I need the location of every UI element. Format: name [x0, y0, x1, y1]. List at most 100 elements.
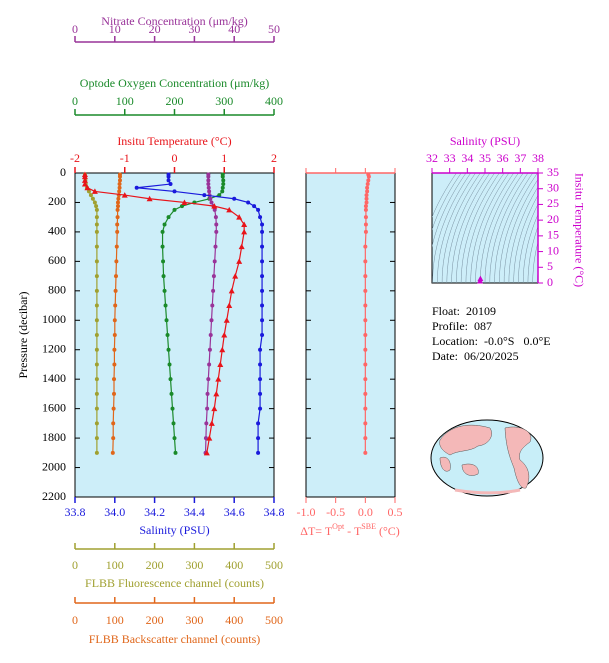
data-point [163, 303, 168, 308]
x-tick-label: 0 [72, 94, 78, 108]
data-point [363, 391, 368, 396]
data-point [114, 259, 119, 264]
y-tick-label: 200 [48, 194, 66, 208]
x-tick-label: 500 [265, 558, 283, 572]
x-axis-title: Insitu Temperature (°C) [117, 134, 231, 148]
x-tick-label: 10 [109, 22, 121, 36]
data-point [217, 193, 222, 198]
data-point [210, 303, 215, 308]
x-tick-label: 0 [172, 151, 178, 165]
density-contour [527, 225, 538, 283]
data-point [166, 178, 171, 183]
data-point [166, 347, 171, 352]
x-tick-label: 30 [188, 22, 200, 36]
data-point [94, 391, 99, 396]
data-point [211, 274, 216, 279]
x-axis-title-part: (°C) [376, 524, 400, 538]
y-tick-label: 35 [547, 165, 559, 179]
density-contour [522, 213, 538, 283]
y-axis-title: Pressure (decibar) [16, 292, 30, 379]
data-point [84, 184, 91, 191]
data-point [363, 259, 368, 264]
y-tick-label: 1800 [42, 430, 66, 444]
x-tick-label: 40 [228, 22, 240, 36]
data-point [170, 406, 175, 411]
x-tick-label: 35 [479, 151, 491, 165]
data-point [94, 333, 99, 337]
density-contour [432, 173, 462, 231]
data-point [208, 196, 213, 201]
data-point [363, 288, 368, 293]
data-point [94, 377, 99, 382]
x-tick-label: 100 [106, 558, 124, 572]
x-tick-label: 400 [265, 94, 283, 108]
x-tick-label: 34.2 [144, 505, 165, 519]
data-point [112, 362, 117, 367]
data-point [260, 222, 265, 227]
data-point [209, 200, 214, 205]
x-tick-label: 2 [271, 151, 277, 165]
data-point [214, 222, 219, 227]
data-point [256, 421, 261, 426]
data-point [115, 222, 120, 227]
data-point [205, 391, 210, 396]
x-axis-title-part: - T [344, 524, 362, 538]
density-contour [503, 178, 538, 283]
data-point [179, 204, 184, 209]
data-point [90, 196, 95, 201]
data-point [94, 274, 99, 279]
data-point [256, 207, 261, 212]
data-point [94, 229, 99, 234]
data-point [363, 362, 368, 367]
data-point [162, 222, 167, 227]
density-contour [470, 173, 510, 283]
data-point [364, 196, 369, 201]
data-point [214, 229, 219, 234]
data-point [363, 303, 368, 308]
data-point [207, 362, 212, 367]
data-point [477, 275, 484, 282]
x-tick-label: 0 [72, 22, 78, 36]
data-point [203, 449, 210, 456]
data-point [260, 318, 265, 323]
data-point [94, 288, 99, 293]
data-point [81, 173, 88, 180]
y-tick-label: 25 [547, 196, 559, 210]
data-point [363, 274, 368, 279]
density-contour [513, 194, 538, 283]
data-point [111, 436, 116, 441]
data-point [81, 181, 88, 187]
data-point [258, 362, 263, 367]
data-point [116, 196, 121, 201]
data-point [207, 347, 212, 352]
data-point [94, 207, 99, 212]
data-point [81, 177, 88, 183]
data-point [212, 259, 217, 264]
x-tick-label: 400 [225, 558, 243, 572]
data-point [111, 406, 116, 411]
data-point [181, 199, 188, 205]
y-tick-label: 1400 [42, 371, 66, 385]
data-point [363, 377, 368, 382]
info-profile: Profile: 087 [432, 319, 492, 333]
data-point [228, 287, 235, 294]
data-point [167, 362, 172, 367]
density-contour [432, 173, 467, 248]
data-point [212, 207, 217, 212]
data-point [258, 377, 263, 382]
data-point [206, 185, 211, 190]
data-point [160, 244, 165, 249]
x-axis-title: FLBB Fluorescence channel (counts) [85, 576, 264, 590]
data-point [94, 318, 99, 323]
difference-panel [305, 172, 396, 498]
density-contour [441, 173, 481, 283]
data-point [94, 362, 99, 367]
data-point [246, 200, 251, 205]
data-point [221, 178, 226, 183]
data-point [172, 436, 177, 441]
data-point [206, 182, 211, 187]
y-tick-label: 600 [48, 253, 66, 267]
data-point [223, 317, 230, 323]
data-point [260, 288, 265, 293]
data-point [112, 391, 117, 396]
